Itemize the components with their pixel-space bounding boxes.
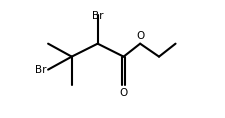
Text: Br: Br xyxy=(92,11,103,21)
Text: O: O xyxy=(119,88,127,99)
Text: O: O xyxy=(135,31,144,41)
Text: Br: Br xyxy=(35,65,47,75)
